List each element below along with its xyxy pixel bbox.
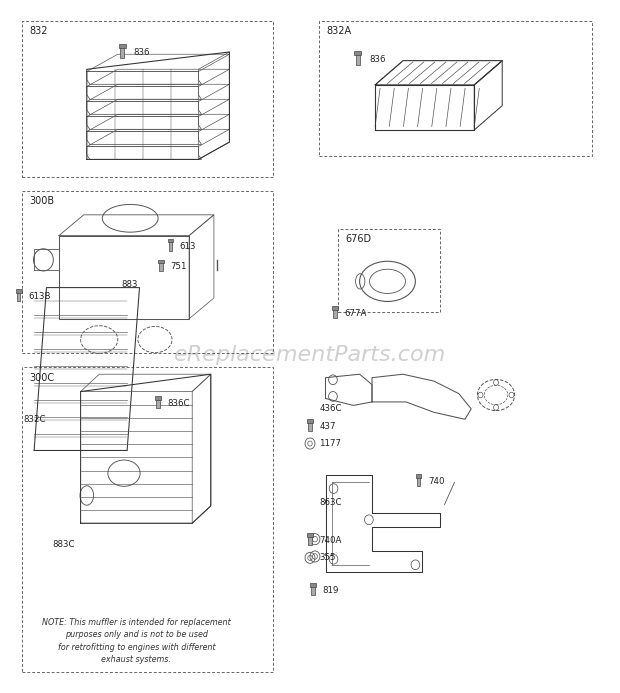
Text: 676D: 676D xyxy=(345,234,371,244)
Bar xyxy=(158,260,164,263)
Bar xyxy=(307,419,313,423)
Bar xyxy=(310,584,316,587)
Bar xyxy=(308,421,312,431)
Bar xyxy=(354,51,361,55)
Text: NOTE: This muffler is intended for replacement
purposes only and is not to be us: NOTE: This muffler is intended for repla… xyxy=(42,617,231,665)
Bar xyxy=(307,534,313,537)
Bar xyxy=(167,239,174,243)
Bar xyxy=(155,396,161,400)
Text: 751: 751 xyxy=(170,263,187,271)
Bar xyxy=(22,21,273,177)
Bar xyxy=(156,398,160,408)
Text: 832C: 832C xyxy=(24,415,46,423)
Text: 355: 355 xyxy=(319,554,336,562)
Text: 836: 836 xyxy=(369,55,386,64)
Bar xyxy=(355,54,360,65)
Text: 832: 832 xyxy=(29,26,48,36)
Bar xyxy=(338,229,440,312)
Text: eReplacementParts.com: eReplacementParts.com xyxy=(174,345,446,365)
Text: 300C: 300C xyxy=(29,373,55,383)
Text: 613: 613 xyxy=(180,242,197,250)
Bar xyxy=(118,44,126,49)
Bar xyxy=(332,306,338,310)
Bar xyxy=(169,241,172,251)
Bar xyxy=(311,586,315,595)
Text: 836C: 836C xyxy=(167,399,190,407)
Text: 436C: 436C xyxy=(319,405,342,413)
Text: 613B: 613B xyxy=(28,292,50,301)
Bar xyxy=(22,191,273,353)
Text: 1177: 1177 xyxy=(319,439,341,448)
Text: 677A: 677A xyxy=(344,309,366,317)
Bar xyxy=(417,477,420,486)
Bar xyxy=(22,367,273,672)
Text: 832A: 832A xyxy=(327,26,352,36)
Text: 437: 437 xyxy=(319,422,336,430)
Text: 819: 819 xyxy=(322,586,339,595)
Bar xyxy=(308,536,312,545)
Text: 883C: 883C xyxy=(53,540,75,548)
Bar xyxy=(17,292,20,301)
Text: 740: 740 xyxy=(428,477,445,486)
Bar xyxy=(120,47,125,58)
Text: 836: 836 xyxy=(133,49,150,57)
Bar xyxy=(333,308,337,318)
Bar xyxy=(16,290,22,293)
Text: 300B: 300B xyxy=(29,196,55,206)
Text: 883: 883 xyxy=(121,280,138,288)
Bar xyxy=(319,21,592,156)
Bar xyxy=(415,475,422,478)
Bar xyxy=(159,262,163,272)
Text: 740A: 740A xyxy=(319,536,342,545)
Text: 863C: 863C xyxy=(319,498,342,507)
